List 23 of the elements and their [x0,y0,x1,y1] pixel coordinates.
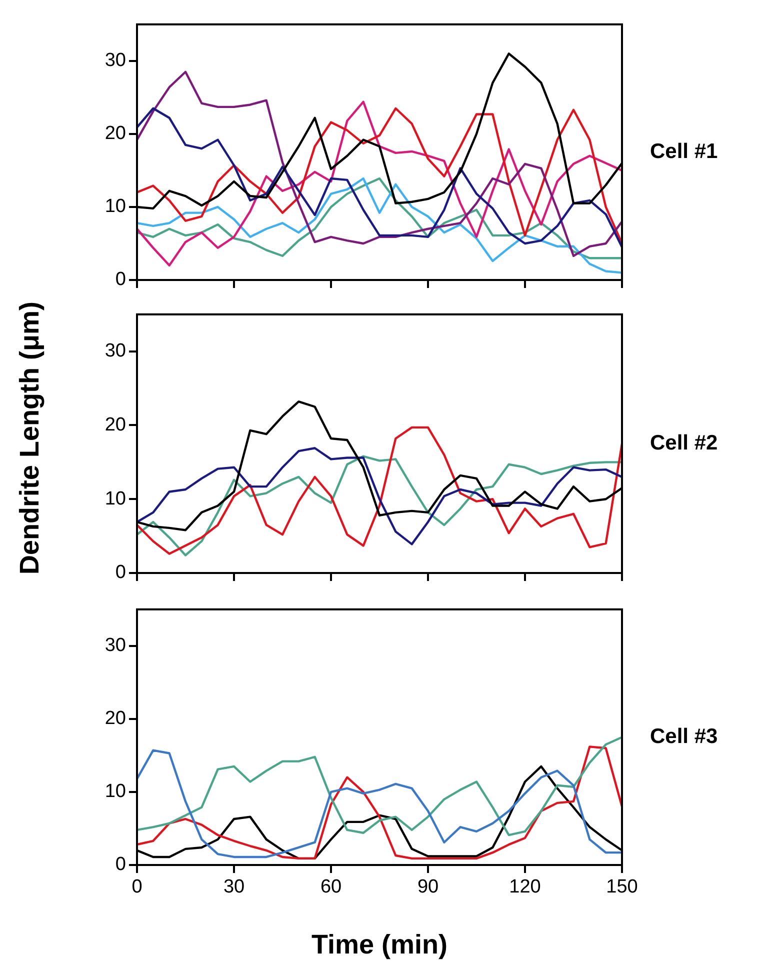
text: Cell #3 [650,724,718,748]
y-tick-label: 10 [104,196,126,218]
x-tick-label: 150 [606,876,638,898]
y-tick-label: 10 [104,781,126,802]
x-tick-label: 90 [417,876,439,898]
x-tick-label: 30 [223,876,245,898]
y-tick-label: 10 [104,488,126,510]
y-tick-label: 0 [115,562,126,584]
text: Cell #1 [650,140,718,163]
x-tick-label: 60 [320,876,342,898]
text: Cell #2 [650,431,718,454]
y-tick-label: 20 [104,708,126,730]
x-tick-label: 120 [509,876,541,898]
y-tick-label: 20 [104,414,126,436]
y-tick-label: 30 [104,635,126,656]
x-tick-label: 0 [132,876,142,898]
y-tick-label: 20 [104,123,126,144]
y-tick-label: 30 [104,50,126,72]
y-tick-label: 0 [115,269,126,290]
y-tick-label: 30 [104,340,126,362]
y-tick-label: 0 [115,854,126,876]
y-axis-title: Dendrite Length (μm) [14,301,46,575]
x-axis-title: Time (min) [311,930,448,960]
